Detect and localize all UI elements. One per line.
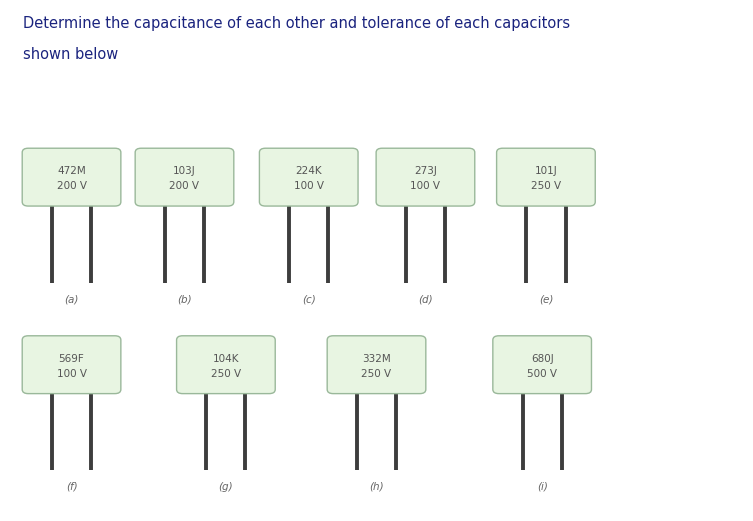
Text: 100 V: 100 V	[410, 181, 441, 191]
Text: (e): (e)	[538, 294, 553, 304]
Text: (c): (c)	[302, 294, 316, 304]
Text: 332M: 332M	[362, 354, 391, 364]
Text: 200 V: 200 V	[169, 181, 200, 191]
FancyBboxPatch shape	[492, 336, 592, 394]
FancyBboxPatch shape	[497, 148, 595, 206]
Text: 472M: 472M	[57, 166, 86, 176]
Text: 680J: 680J	[531, 354, 553, 364]
Text: (b): (b)	[177, 294, 192, 304]
Text: 250 V: 250 V	[531, 181, 561, 191]
Text: 273J: 273J	[414, 166, 437, 176]
FancyBboxPatch shape	[376, 148, 474, 206]
Text: (h): (h)	[369, 481, 384, 492]
Text: (f): (f)	[66, 481, 78, 492]
FancyBboxPatch shape	[176, 336, 275, 394]
FancyBboxPatch shape	[136, 148, 233, 206]
Text: 101J: 101J	[535, 166, 557, 176]
FancyBboxPatch shape	[327, 336, 426, 394]
Text: 500 V: 500 V	[527, 369, 557, 379]
Text: 104K: 104K	[212, 354, 239, 364]
FancyBboxPatch shape	[259, 148, 358, 206]
Text: (g): (g)	[218, 481, 233, 492]
Text: shown below: shown below	[23, 47, 117, 62]
Text: 224K: 224K	[295, 166, 322, 176]
Text: 100 V: 100 V	[294, 181, 324, 191]
Text: 250 V: 250 V	[361, 369, 392, 379]
Text: (i): (i)	[537, 481, 547, 492]
Text: Determine the capacitance of each other and tolerance of each capacitors: Determine the capacitance of each other …	[23, 16, 570, 31]
Text: 103J: 103J	[173, 166, 196, 176]
Text: 250 V: 250 V	[211, 369, 241, 379]
Text: 569F: 569F	[59, 354, 84, 364]
FancyBboxPatch shape	[23, 148, 120, 206]
Text: 100 V: 100 V	[56, 369, 87, 379]
Text: (a): (a)	[64, 294, 79, 304]
Text: 200 V: 200 V	[56, 181, 87, 191]
Text: (d): (d)	[418, 294, 433, 304]
FancyBboxPatch shape	[23, 336, 120, 394]
